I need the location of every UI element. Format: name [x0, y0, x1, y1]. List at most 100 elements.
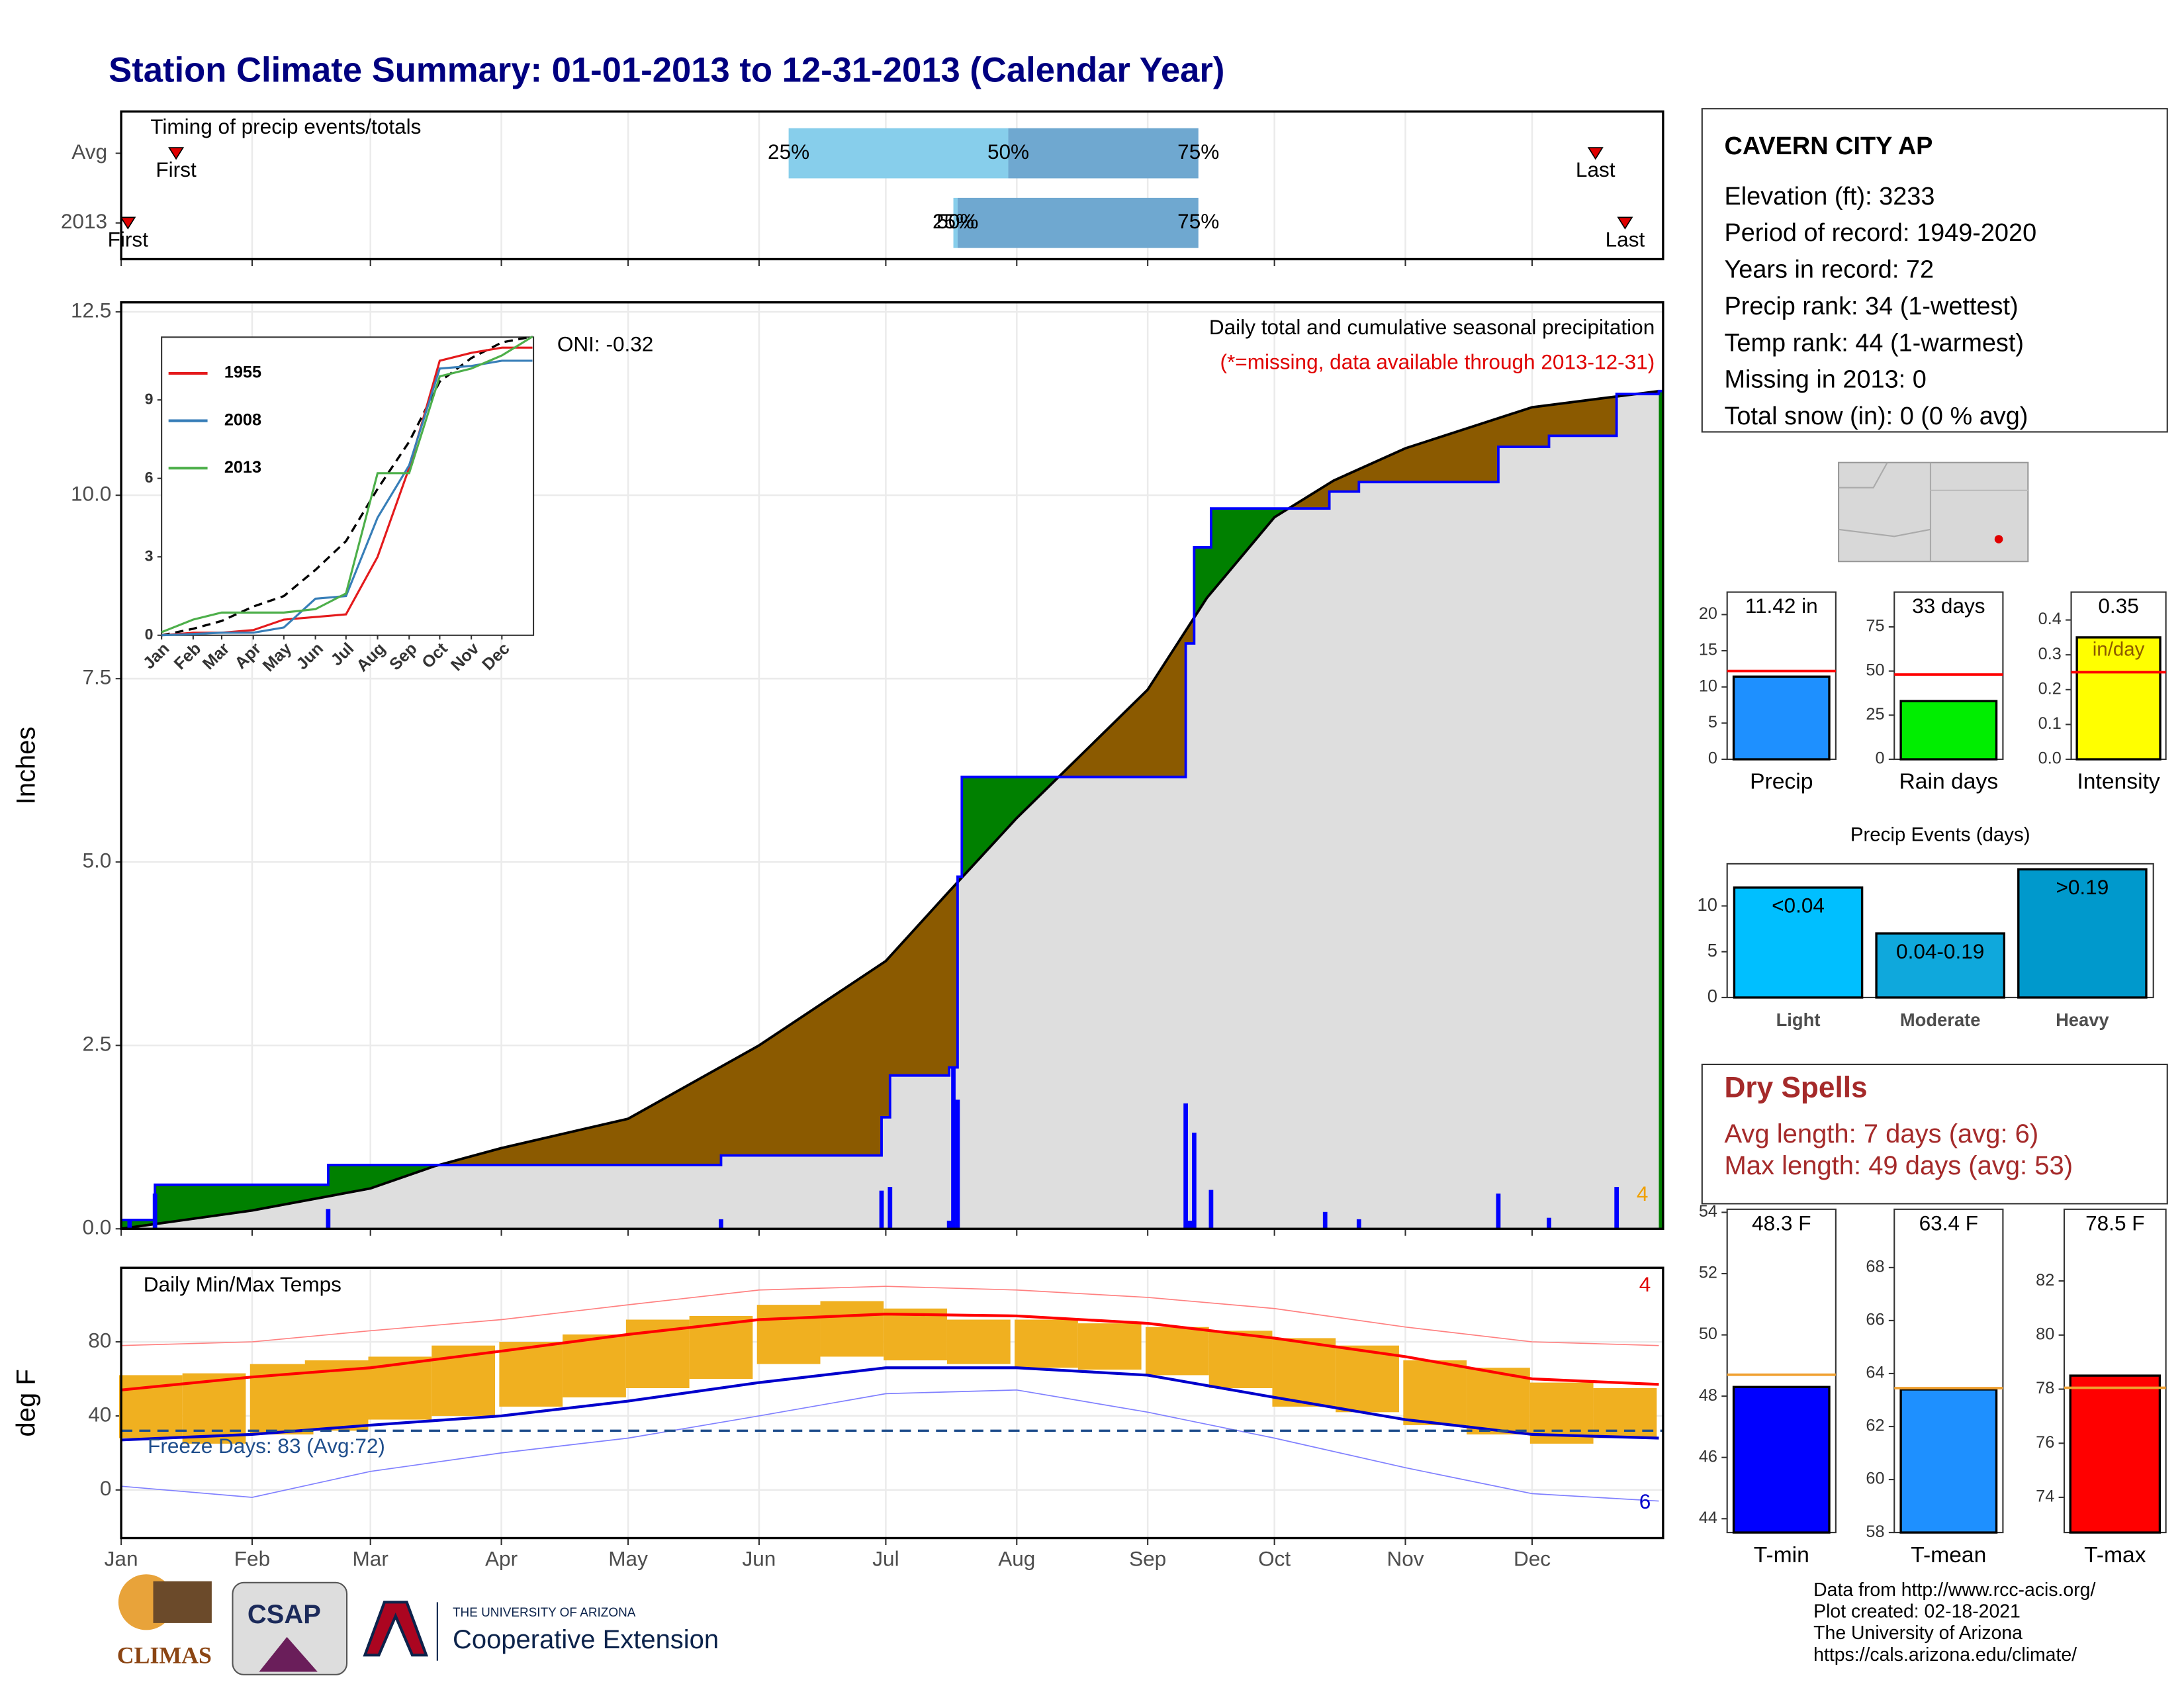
daily-bar — [1547, 1217, 1551, 1229]
value-label: 0.35 — [2098, 594, 2138, 618]
value-label: 63.4 F — [1919, 1211, 1978, 1235]
y-tick-label: 58 — [1866, 1523, 1884, 1541]
average-line — [120, 389, 1659, 1231]
daily-bar — [946, 1221, 952, 1229]
event-marker — [1617, 216, 1633, 230]
y-tick-label: 74 — [2036, 1487, 2054, 1506]
daily-bar — [152, 1194, 158, 1229]
y-axis-title: Inches — [12, 727, 41, 805]
range-label: >0.19 — [2056, 875, 2109, 899]
y-tick-label: 9 — [145, 390, 154, 407]
temp-range — [182, 1373, 246, 1444]
y-tick-label: 0.4 — [2038, 610, 2062, 628]
temp-range — [499, 1342, 563, 1407]
y-tick-label: 0.1 — [2038, 714, 2062, 733]
y-tick-label: 7.5 — [83, 665, 112, 689]
x-tick-label: Sep — [1129, 1547, 1166, 1571]
y-axis-title: deg F — [12, 1369, 41, 1436]
value-label: 11.42 in — [1745, 594, 1818, 618]
observed-line — [121, 389, 1663, 1221]
footer-line: Plot created: 02-18-2021 — [1813, 1601, 2021, 1622]
temp-range — [1467, 1368, 1530, 1434]
category-label: Intensity — [2077, 770, 2160, 794]
temp-range — [1015, 1319, 1078, 1368]
event-label: First — [108, 227, 149, 251]
average-line — [161, 335, 533, 637]
x-tick-label: Feb — [234, 1547, 270, 1571]
quantile-label: 50% — [987, 140, 1029, 164]
daily-bar — [1183, 1103, 1188, 1229]
x-tick-label: Jan — [105, 1547, 138, 1571]
y-tick-label: 78 — [2036, 1379, 2054, 1397]
quantile-bar — [1008, 128, 1199, 179]
y-tick-label: 0 — [1875, 749, 1884, 768]
daily-bar — [326, 1209, 331, 1229]
timing-title: Timing of precip events/totals — [150, 115, 421, 138]
missing-note: (*=missing, data available through 2013-… — [1220, 350, 1655, 374]
avg-min-line — [121, 1366, 1659, 1442]
event-label: Last — [1606, 227, 1645, 251]
x-tick-label: Jun — [742, 1547, 776, 1571]
legend-label: 1955 — [224, 363, 261, 382]
category-label: T-mean — [1911, 1543, 1986, 1568]
climas-logo: CLIMAS — [117, 1642, 212, 1669]
quantile-label: 50% — [936, 209, 978, 233]
row-label: Avg — [71, 140, 107, 164]
daily-bar — [1187, 1221, 1193, 1229]
y-tick-label: 80 — [2036, 1325, 2054, 1343]
temp-range — [884, 1308, 947, 1361]
value-label: 48.3 F — [1752, 1211, 1811, 1235]
y-tick-label: 82 — [2036, 1271, 2054, 1289]
dry-spell-line: Avg length: 7 days (avg: 6) — [1724, 1119, 2038, 1149]
range-label: 0.04-0.19 — [1896, 939, 1984, 963]
y-tick-label: 20 — [1699, 604, 1717, 623]
category-label: Rain days — [1899, 770, 1998, 794]
legend-label: 2013 — [224, 458, 261, 477]
logos: CLIMAS CSAP THE UNIVERSITY OF ARIZONA Co… — [117, 1574, 719, 1675]
y-tick-label: 0 — [145, 626, 154, 643]
temp-range — [1336, 1345, 1399, 1413]
y-tick-label: 50 — [1699, 1325, 1717, 1343]
freeze-annotation: Freeze Days: 83 (Avg:72) — [148, 1434, 385, 1458]
y-tick-label: 46 — [1699, 1447, 1717, 1466]
y-tick-label: 3 — [145, 547, 154, 564]
max-count: 4 — [1639, 1272, 1651, 1296]
legend-label: 2008 — [224, 410, 261, 429]
y-tick-label: 76 — [2036, 1433, 2054, 1452]
temp-title: Daily Min/Max Temps — [144, 1272, 341, 1296]
y-tick-label: 0.0 — [2038, 749, 2062, 768]
bar — [1899, 1388, 1998, 1534]
y-tick-label: 25 — [1866, 705, 1884, 724]
y-tick-label: 68 — [1866, 1258, 1884, 1276]
y-tick-label: 54 — [1699, 1202, 1717, 1221]
daily-bar — [1614, 1187, 1619, 1229]
csap-logo: CSAP — [248, 1600, 321, 1629]
y-tick-label: 60 — [1866, 1470, 1884, 1488]
y-tick-label: 6 — [145, 469, 154, 486]
daily-bar — [127, 1219, 132, 1229]
bar — [1733, 886, 1864, 999]
quantile-bar — [957, 197, 1199, 248]
range-label: <0.04 — [1772, 894, 1825, 917]
event-marker — [120, 216, 136, 230]
bar — [2017, 868, 2148, 999]
locator-map — [1838, 461, 2029, 563]
x-tick-label: Dec — [1514, 1547, 1551, 1571]
quantile-label: 75% — [1177, 209, 1219, 233]
temp-range — [1208, 1331, 1273, 1388]
station-line: Years in record: 72 — [1724, 256, 1934, 284]
x-tick-label: Oct — [1258, 1547, 1291, 1571]
daily-bar — [719, 1219, 723, 1229]
plot-border — [120, 110, 1664, 261]
y-tick-label: 15 — [1699, 641, 1717, 659]
plot-border — [120, 1266, 1664, 1540]
bar — [1899, 700, 1998, 761]
oni-annotation: ONI: -0.32 — [557, 332, 654, 355]
y-tick-label: 0.0 — [83, 1215, 112, 1239]
extension-logo-text: Cooperative Extension — [453, 1625, 719, 1654]
y-tick-label: 10 — [1698, 894, 1717, 915]
x-tick-label: Jul — [872, 1547, 899, 1571]
y-tick-label: 10 — [1699, 677, 1717, 695]
